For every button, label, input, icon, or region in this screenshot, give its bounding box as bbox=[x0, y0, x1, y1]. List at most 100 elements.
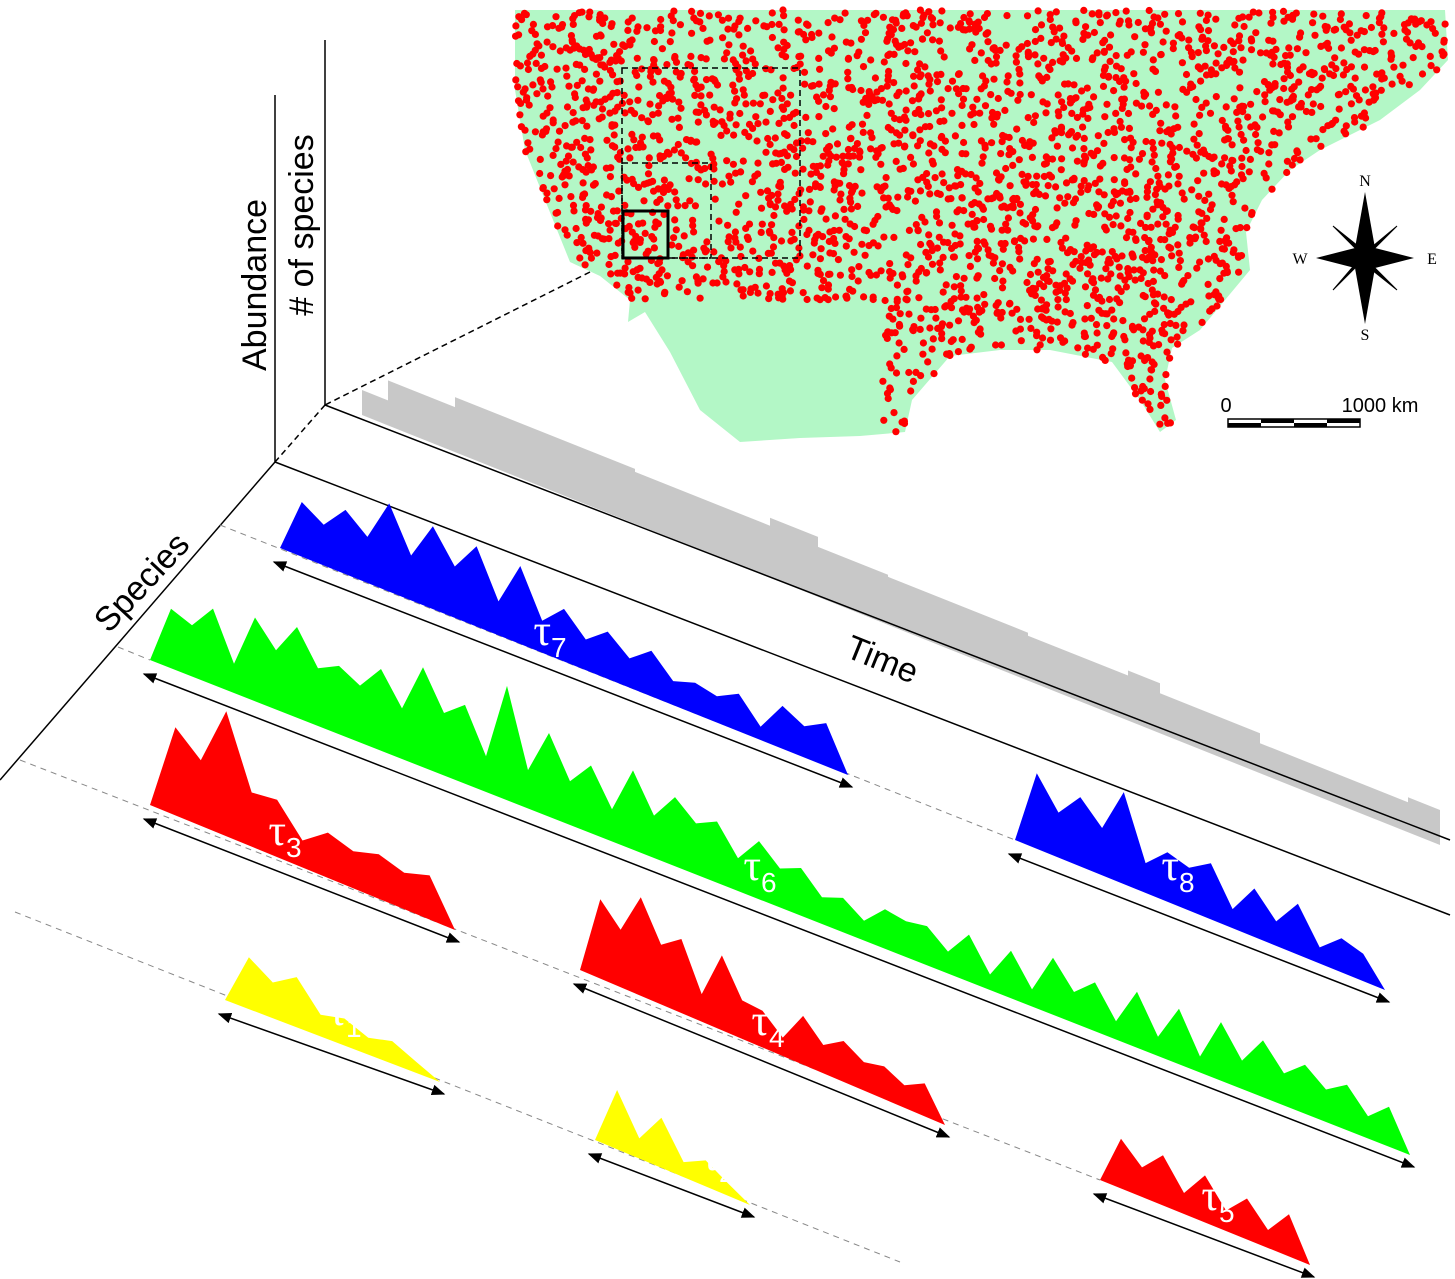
site-dot bbox=[668, 241, 676, 249]
site-dot bbox=[1024, 53, 1033, 61]
site-dot bbox=[1165, 182, 1173, 190]
site-dot bbox=[718, 118, 726, 126]
site-dot bbox=[903, 296, 911, 304]
site-dot bbox=[1033, 172, 1041, 180]
site-dot bbox=[854, 277, 862, 285]
duration-label: τ4 bbox=[751, 996, 784, 1053]
site-dot bbox=[1372, 89, 1380, 97]
site-dot bbox=[694, 118, 702, 126]
site-dot bbox=[543, 196, 551, 204]
site-dot bbox=[1026, 286, 1034, 294]
site-dot bbox=[879, 13, 888, 21]
site-dot bbox=[1068, 277, 1077, 285]
site-dot bbox=[1426, 52, 1434, 61]
site-dot bbox=[1257, 49, 1265, 57]
site-dot bbox=[1116, 117, 1124, 126]
site-dot bbox=[1036, 280, 1044, 288]
compass-point bbox=[1316, 248, 1365, 268]
site-dot bbox=[997, 150, 1005, 158]
site-dot bbox=[890, 233, 898, 241]
site-dot bbox=[958, 101, 966, 110]
site-dot bbox=[1154, 172, 1162, 180]
site-dot bbox=[1332, 65, 1340, 73]
site-dot bbox=[1002, 41, 1010, 49]
site-dot bbox=[1220, 269, 1228, 277]
site-dot bbox=[1427, 18, 1435, 26]
site-dot bbox=[654, 220, 663, 228]
site-dot bbox=[966, 10, 974, 18]
site-dot bbox=[763, 187, 772, 195]
site-dot bbox=[976, 109, 984, 117]
site-dot bbox=[621, 201, 629, 209]
site-dot bbox=[1142, 355, 1150, 363]
site-dot bbox=[1238, 102, 1246, 110]
duration-arrow bbox=[272, 561, 854, 788]
site-dot bbox=[1296, 156, 1304, 164]
site-dot bbox=[1427, 62, 1435, 70]
site-dot bbox=[539, 112, 547, 120]
site-dot bbox=[1236, 224, 1244, 232]
site-dot bbox=[1077, 253, 1085, 261]
site-dot bbox=[804, 137, 812, 145]
site-dot bbox=[867, 56, 875, 64]
site-dot bbox=[1156, 420, 1164, 428]
site-dot bbox=[1280, 84, 1288, 93]
site-dot bbox=[1042, 159, 1050, 167]
site-dot bbox=[887, 109, 895, 117]
site-dot bbox=[585, 244, 593, 252]
site-dot bbox=[724, 238, 732, 246]
site-dot bbox=[1405, 81, 1413, 89]
site-dot bbox=[628, 175, 636, 183]
site-dot bbox=[799, 165, 807, 173]
site-dot bbox=[669, 95, 677, 103]
site-dot bbox=[1084, 270, 1092, 278]
site-dot bbox=[1148, 138, 1156, 147]
site-dot bbox=[713, 81, 722, 89]
site-dot bbox=[659, 97, 667, 105]
site-dot bbox=[768, 221, 776, 229]
site-dot bbox=[611, 121, 619, 129]
site-dot bbox=[1233, 108, 1241, 116]
site-dots bbox=[511, 6, 1449, 436]
site-dot bbox=[1388, 80, 1396, 88]
site-dot bbox=[1218, 180, 1226, 188]
site-dot bbox=[568, 143, 576, 151]
site-dot bbox=[1260, 169, 1268, 177]
site-dot bbox=[1151, 307, 1159, 315]
site-dot bbox=[1218, 116, 1226, 125]
site-dot bbox=[736, 109, 744, 118]
site-dot bbox=[935, 219, 944, 227]
site-dot bbox=[1110, 128, 1119, 136]
site-dot bbox=[1056, 24, 1064, 32]
site-dot bbox=[844, 75, 852, 83]
site-dot bbox=[1106, 57, 1114, 65]
site-dot bbox=[735, 31, 743, 39]
site-dot bbox=[1227, 167, 1235, 175]
site-dot bbox=[670, 7, 678, 15]
site-dot bbox=[762, 282, 771, 290]
site-dot bbox=[926, 324, 934, 332]
site-dot bbox=[641, 229, 649, 237]
site-dot bbox=[596, 77, 604, 85]
site-dot bbox=[982, 77, 990, 85]
site-dot bbox=[873, 147, 881, 155]
site-dot bbox=[1252, 29, 1260, 37]
site-dot bbox=[1023, 39, 1031, 48]
site-dot bbox=[1160, 321, 1168, 329]
site-dot bbox=[1229, 48, 1237, 56]
site-dot bbox=[573, 138, 581, 146]
site-dot bbox=[1193, 141, 1201, 149]
site-dot bbox=[1245, 13, 1253, 21]
site-dot bbox=[768, 20, 776, 29]
site-dot bbox=[1073, 113, 1081, 122]
site-dot bbox=[1079, 35, 1087, 44]
site-dot bbox=[949, 253, 958, 261]
site-dot bbox=[1175, 143, 1183, 152]
site-dot bbox=[1311, 31, 1319, 39]
site-dot bbox=[1023, 278, 1031, 287]
site-dot bbox=[857, 166, 865, 174]
site-dot bbox=[674, 140, 682, 149]
site-dot bbox=[1016, 200, 1024, 208]
site-dot bbox=[1238, 154, 1246, 162]
site-dot bbox=[682, 136, 691, 144]
